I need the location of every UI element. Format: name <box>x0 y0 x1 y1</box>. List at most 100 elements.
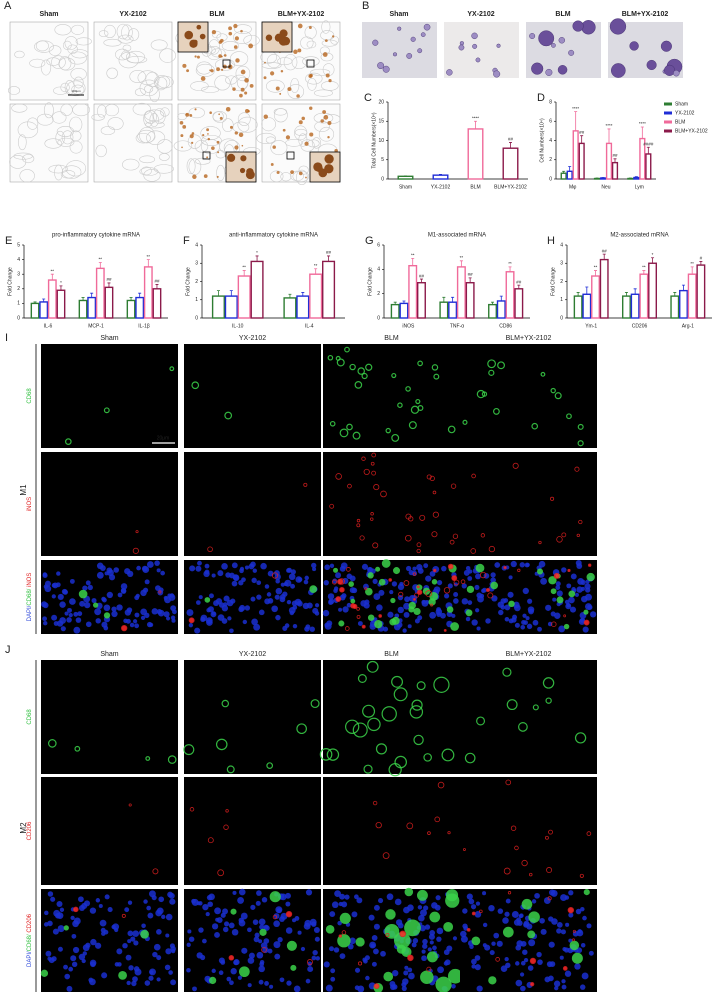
fluorescence-image <box>184 344 321 448</box>
nucleus <box>223 595 230 602</box>
cell <box>372 39 379 46</box>
cell <box>392 52 397 57</box>
nucleus <box>79 600 86 607</box>
cd68-cell <box>420 970 434 984</box>
nucleus <box>198 595 203 600</box>
y-tick-label: 3 <box>17 272 20 278</box>
stained-cell <box>298 120 303 125</box>
cd68-cell <box>475 563 485 573</box>
nucleus <box>315 956 320 961</box>
nucleus <box>264 598 271 605</box>
significance-label: ** <box>642 265 646 270</box>
cd68-cell <box>266 762 274 769</box>
fluorescence-image <box>41 889 178 992</box>
alveolus <box>149 113 159 127</box>
cd68-cell <box>404 887 414 897</box>
nucleus <box>211 611 216 616</box>
alveolus <box>225 75 238 85</box>
error-bar <box>402 300 406 304</box>
fluorescence-image <box>184 452 321 556</box>
alveolus <box>265 79 285 93</box>
nucleus <box>170 605 177 612</box>
nucleus <box>221 563 228 570</box>
alveolus <box>141 166 152 176</box>
nucleus <box>151 608 158 615</box>
cell <box>496 43 501 48</box>
nucleus <box>240 912 248 920</box>
nucleus <box>215 917 220 922</box>
bar <box>687 273 697 319</box>
nucleus <box>489 950 495 956</box>
nucleus <box>155 585 161 591</box>
alveolus <box>115 48 130 61</box>
cd68-cell <box>433 676 450 693</box>
error-bar <box>585 286 589 295</box>
nucleus <box>522 587 529 595</box>
nucleus <box>431 902 438 909</box>
inset-cell <box>184 30 194 40</box>
error-bar <box>633 288 637 295</box>
error-bar <box>690 266 694 275</box>
nucleus <box>231 928 239 936</box>
error-bar <box>411 257 415 266</box>
x-tick-label: Ym-1 <box>585 323 597 329</box>
nucleus <box>540 577 548 585</box>
nucleus <box>303 922 311 930</box>
cd68-cell <box>215 738 228 751</box>
bar <box>47 279 57 319</box>
stained-cell <box>327 136 330 139</box>
marker-cell <box>303 482 308 487</box>
bar <box>505 271 515 319</box>
cd68-cell <box>381 559 391 568</box>
nucleus <box>171 949 176 954</box>
alveolus <box>296 169 308 185</box>
nucleus <box>264 584 270 589</box>
cd68-cell <box>447 425 456 434</box>
alveolus <box>311 137 322 149</box>
nucleus <box>258 609 265 616</box>
nucleus <box>220 912 226 918</box>
stained-cell <box>270 163 274 166</box>
nucleus <box>539 917 545 924</box>
cd68-cell <box>471 936 481 946</box>
error-bar <box>594 270 598 277</box>
stained-cell <box>320 119 324 123</box>
nucleus <box>548 941 555 948</box>
significance-label: ## <box>106 277 112 282</box>
row-label-part: iNOS <box>27 497 33 511</box>
marker-cell <box>363 468 370 476</box>
marker-cell <box>416 589 423 595</box>
nucleus <box>465 616 471 622</box>
nucleus <box>43 620 48 626</box>
nucleus <box>309 918 317 926</box>
error-bar <box>216 290 220 297</box>
stained-cell <box>297 48 302 53</box>
bar <box>78 299 88 319</box>
cd68-cell <box>502 667 512 677</box>
alveolus <box>298 165 309 175</box>
nucleus <box>392 969 399 977</box>
nucleus <box>531 899 537 904</box>
stained-cell <box>301 116 305 121</box>
cd68-cell <box>521 898 533 910</box>
nucleus <box>229 980 234 986</box>
nucleus <box>351 911 358 918</box>
row-label: DAPI/CD68/ CD206 <box>27 913 33 967</box>
y-tick-label: 1 <box>560 297 563 303</box>
cd68-cell <box>230 908 237 915</box>
y-tick-label: 20 <box>378 99 384 105</box>
bar <box>572 130 579 180</box>
nucleus <box>432 945 437 951</box>
nucleus <box>371 961 377 967</box>
nucleus <box>52 928 59 935</box>
nucleus <box>349 575 356 582</box>
inset-cell <box>246 168 254 176</box>
nucleus <box>286 980 292 986</box>
alveolus <box>230 51 249 67</box>
legend-swatch <box>664 102 672 106</box>
panel-label: A <box>4 0 12 12</box>
alveolus <box>35 40 49 52</box>
nucleus <box>127 900 133 905</box>
nucleus <box>329 946 334 952</box>
cd68-cell <box>492 407 500 415</box>
